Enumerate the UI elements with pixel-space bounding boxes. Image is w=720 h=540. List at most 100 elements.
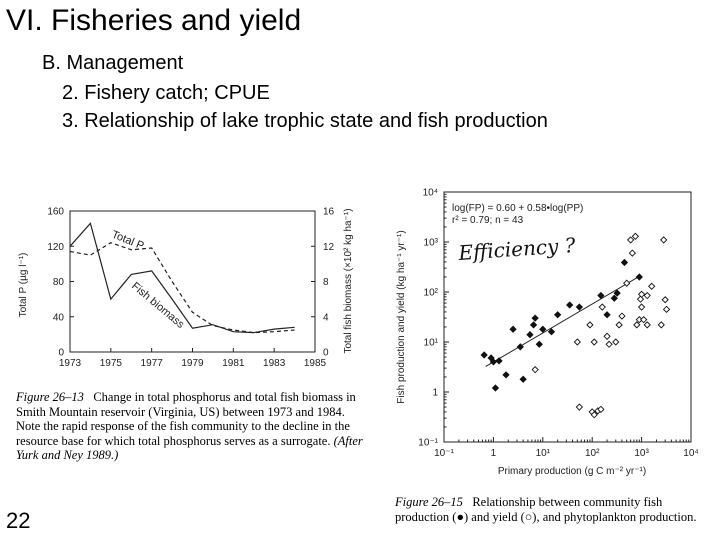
yield-point [648, 282, 656, 290]
yield-point [631, 232, 640, 240]
y-tick-label: 80 [53, 277, 65, 288]
caption-text: Change in total phosphorus and total fis… [16, 390, 356, 448]
y-tick-label: 0 [58, 348, 64, 359]
yield-point [643, 321, 651, 329]
yield-point [623, 279, 631, 287]
yield-point [637, 303, 646, 311]
yield-point [531, 366, 539, 374]
regression-line [485, 275, 640, 367]
x-tick-label: 10² [585, 448, 600, 459]
figure-caption-26-15: Figure 26–15 Relationship between commun… [395, 495, 713, 524]
yield-point [643, 291, 651, 300]
production-point [539, 325, 547, 333]
yield-point [590, 338, 598, 346]
production-point [603, 311, 611, 319]
x-tick-label: 1981 [222, 358, 245, 369]
production-point [635, 273, 643, 281]
production-point [491, 384, 500, 392]
regression-stats: r² = 0.79; n = 43 [452, 215, 524, 226]
x-tick-label: 10³ [634, 448, 649, 459]
plot-frame [443, 191, 692, 443]
production-point [547, 328, 556, 336]
production-point [620, 258, 629, 267]
phosphorus-biomass-chart: Total P (µg l⁻¹) Total fish biomass (×10… [18, 207, 354, 370]
production-point [529, 321, 538, 329]
curve-label-fish-biomass: Fish biomass [129, 280, 187, 331]
x-tick-label: 10⁻¹ [434, 448, 454, 459]
x-tick-label: 1 [491, 448, 497, 459]
production-point [526, 331, 534, 339]
series-line-fish-biomass [69, 222, 295, 334]
yield-point [636, 295, 645, 303]
subheading: B. Management [42, 52, 184, 74]
yield-point [660, 236, 668, 244]
y2-tick-label: 16 [323, 207, 335, 218]
y-tick-label: 10⁻¹ [418, 438, 438, 449]
y-tick-label: 10³ [424, 238, 439, 249]
regression-equation: log(FP) = 0.60 + 0.58•log(PP) [452, 203, 583, 214]
caption-text: Relationship between community fish prod… [395, 495, 697, 524]
production-scatter-chart: Fish production and yield (kg ha⁻¹ yr⁻¹)… [396, 188, 699, 478]
y-tick-label: 120 [47, 242, 64, 253]
production-point [489, 358, 498, 366]
y2-tick-label: 4 [323, 312, 329, 323]
y2-tick-label: 0 [323, 348, 329, 359]
slide-title: VI. Fisheries and yield [6, 4, 302, 37]
yield-point [603, 332, 611, 340]
yield-point [618, 312, 626, 320]
production-point [597, 291, 605, 300]
yield-point [657, 321, 665, 329]
x-tick-label: 1985 [304, 358, 327, 369]
y-axis-label: Total P (µg l⁻¹) [18, 253, 29, 318]
production-point [495, 357, 503, 365]
y-tick-label: 10² [424, 288, 439, 299]
x-tick-label: 1979 [181, 358, 204, 369]
yield-point [590, 411, 598, 419]
y-tick-label: 1 [432, 388, 438, 399]
production-point [610, 294, 618, 302]
yield-point [605, 340, 613, 348]
production-point [509, 325, 517, 333]
production-point [554, 311, 562, 319]
page-number: 22 [6, 508, 31, 533]
production-point [566, 301, 574, 309]
yield-point [612, 338, 620, 346]
production-point [480, 351, 488, 359]
handwritten-note: Efficiency ? [457, 233, 577, 265]
yield-point [586, 321, 594, 329]
yield-point [640, 316, 648, 324]
production-point [575, 303, 584, 311]
production-point [535, 340, 543, 348]
yield-point [633, 321, 641, 329]
caption-label: Figure 26–15 [395, 495, 463, 509]
y2-axis-label: Total fish biomass (×10² kg ha⁻¹) [343, 208, 354, 353]
yield-point [575, 403, 584, 411]
production-point [613, 289, 621, 297]
production-point [502, 371, 510, 379]
x-tick-label: 1983 [263, 358, 286, 369]
y2-tick-label: 8 [323, 277, 329, 288]
caption-label: Figure 26–13 [16, 390, 84, 404]
y-tick-label: 10¹ [424, 338, 439, 349]
yield-point [627, 236, 635, 244]
list-item-trophic-state: 3. Relationship of lake trophic state an… [62, 110, 548, 132]
yield-point [573, 338, 581, 346]
yield-point [637, 290, 646, 298]
x-tick-label: 1973 [59, 358, 82, 369]
x-axis-label: Primary production (g C m⁻² yr⁻¹) [498, 466, 646, 477]
caption-source: (After Yurk and Ney 1989.) [16, 433, 363, 463]
x-tick-label: 10¹ [536, 448, 551, 459]
y-tick-label: 40 [53, 312, 65, 323]
yield-point [662, 305, 671, 313]
y-tick-label: 10⁴ [423, 188, 438, 199]
x-tick-label: 1977 [141, 358, 164, 369]
figure-caption-26-13: Figure 26–13 Change in total phosphorus … [16, 390, 364, 463]
y2-tick-label: 12 [323, 242, 335, 253]
yield-point [597, 405, 605, 413]
yield-point [661, 296, 669, 304]
production-point [516, 343, 524, 351]
x-tick-label: 10⁴ [683, 448, 698, 459]
list-item-fishery-catch: 2. Fishery catch; CPUE [62, 82, 270, 104]
yield-point [615, 321, 623, 329]
x-tick-label: 1975 [100, 358, 123, 369]
